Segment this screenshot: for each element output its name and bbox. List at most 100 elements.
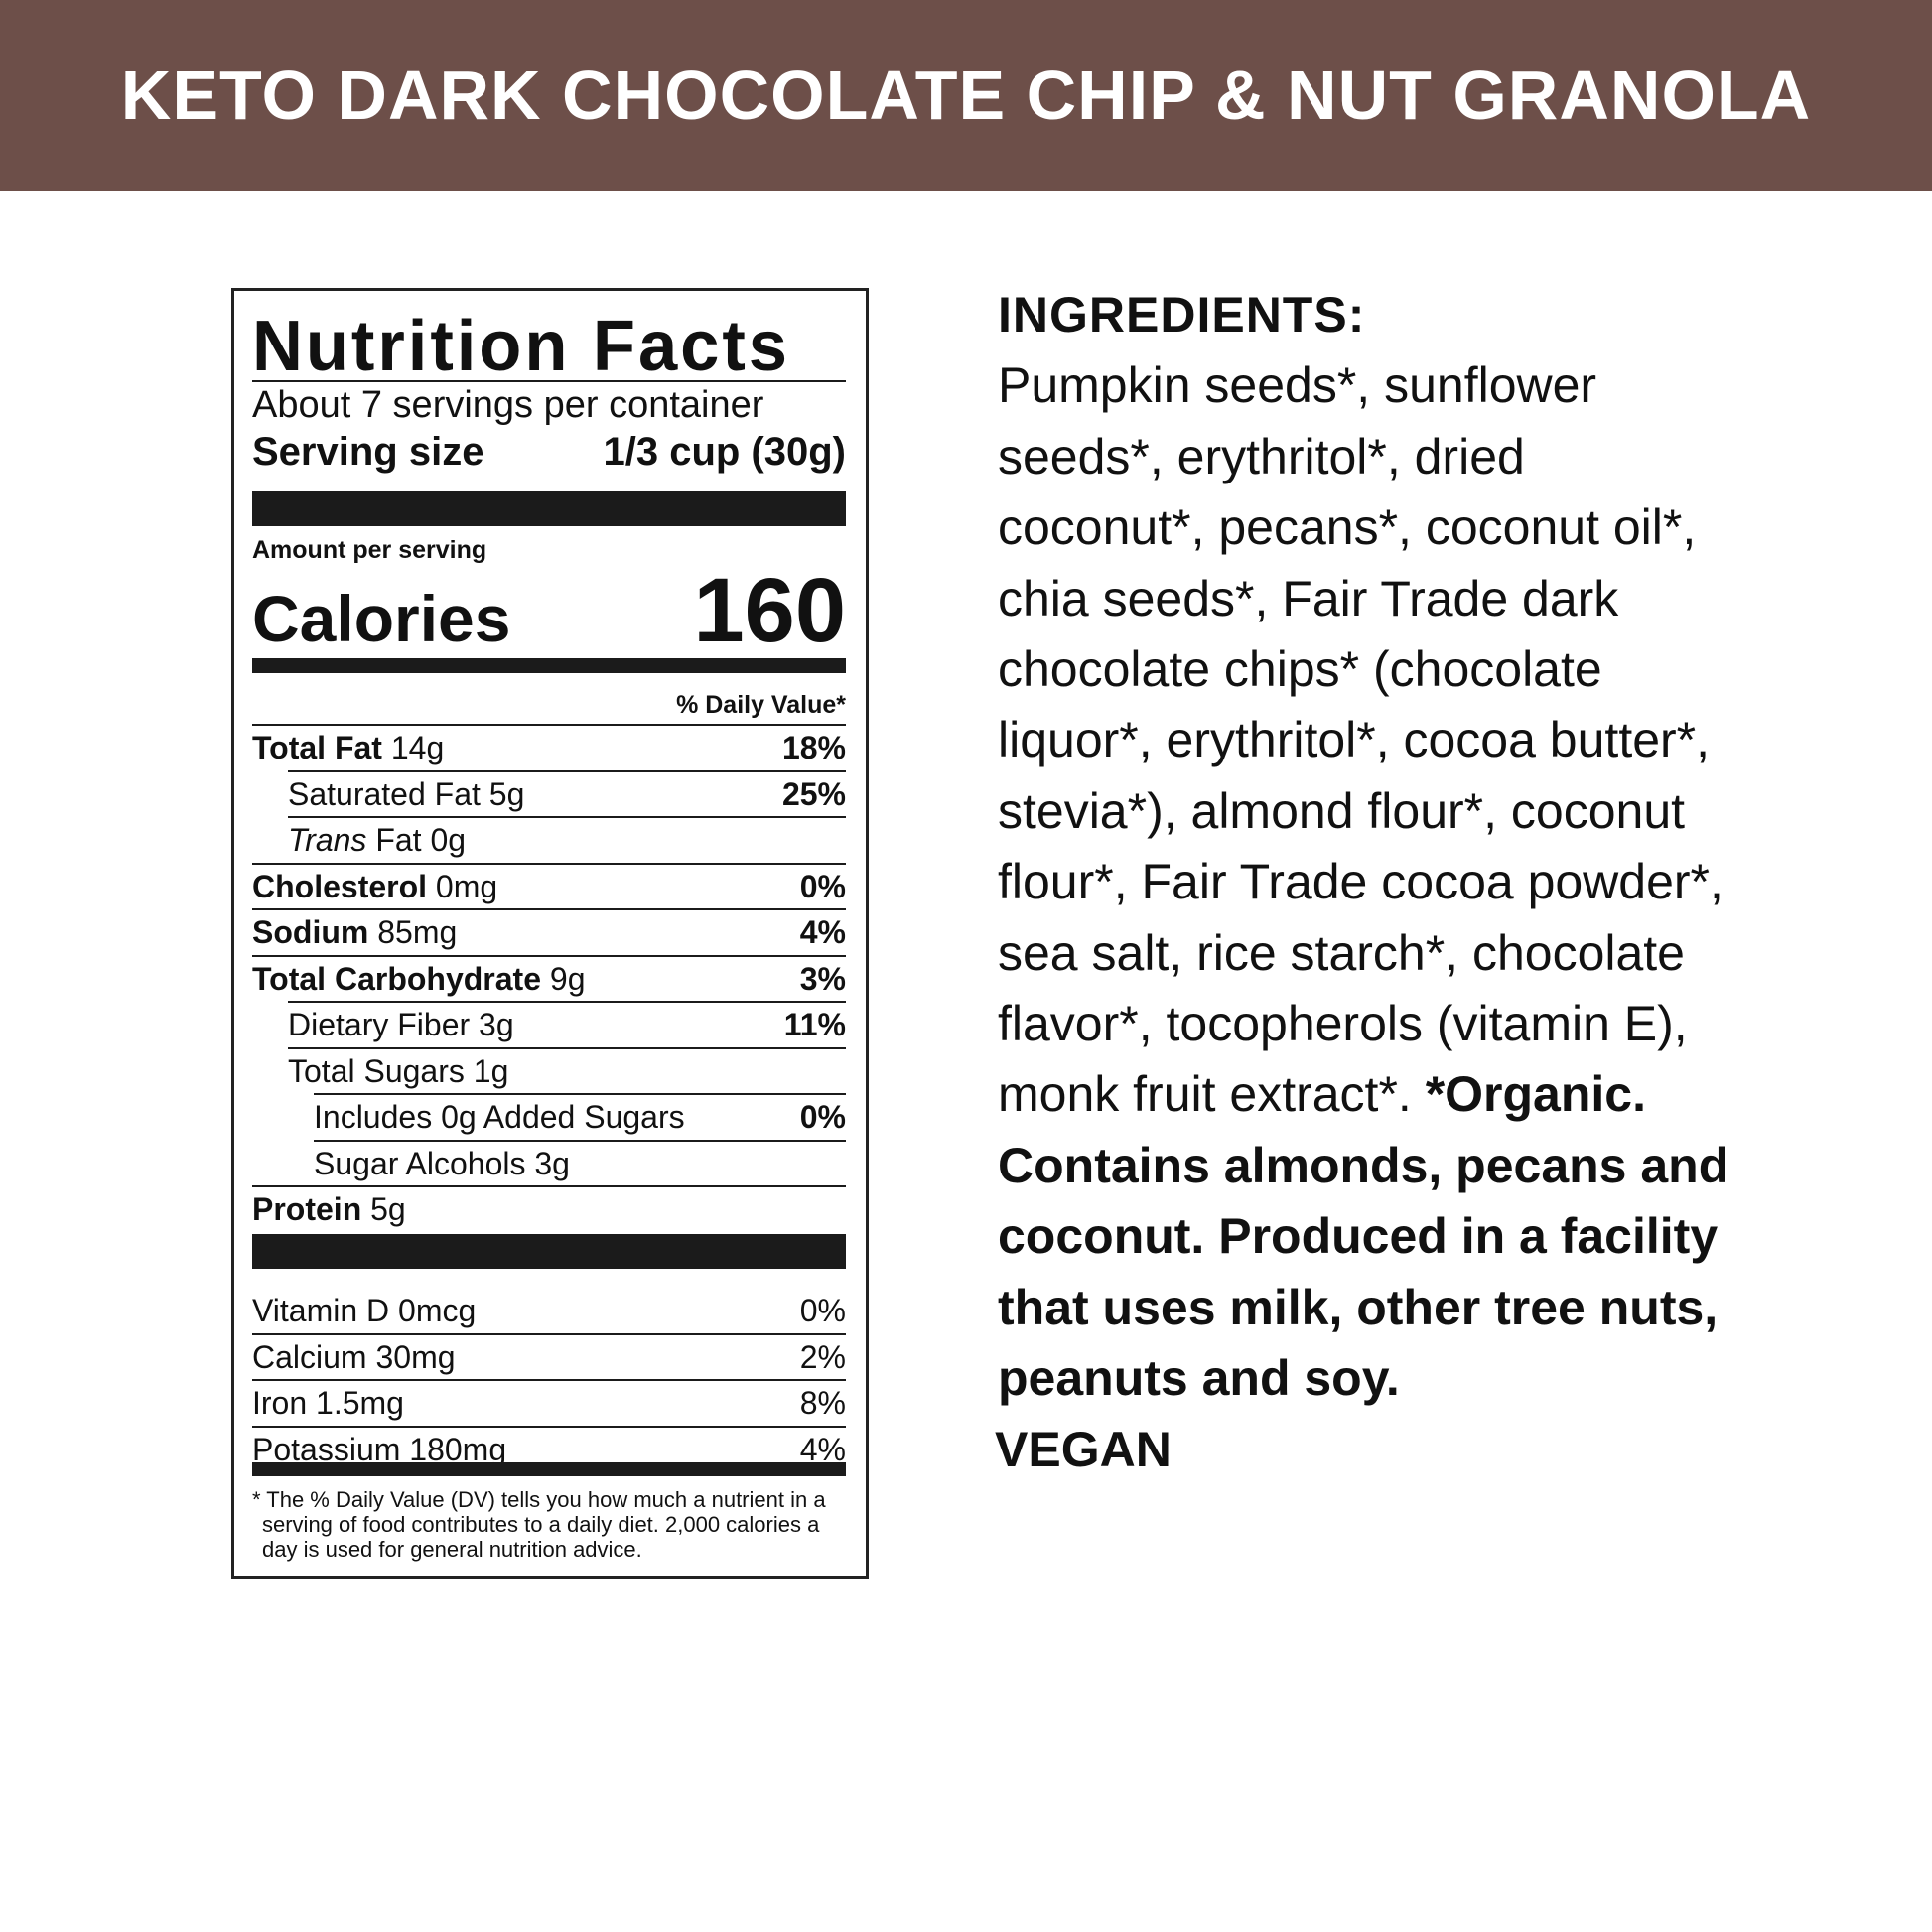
row-divider	[252, 862, 846, 865]
row-divider	[288, 1001, 846, 1003]
ingredients-line: stevia*), almond flour*, coconut	[998, 782, 1686, 839]
nutrient-row: Cholesterol 0mg 0%	[252, 864, 846, 909]
nutrient-amount: 85mg	[377, 914, 458, 950]
nutrient-name: Total Fat	[252, 730, 382, 765]
servings-per-container: About 7 servings per container	[252, 384, 764, 426]
vitamin-row: Calcium 30mg 2%	[252, 1334, 846, 1380]
nutrient-daily-value: 0%	[799, 1099, 846, 1135]
vitamin-amount: 180mg	[409, 1431, 507, 1467]
medium-divider	[252, 1462, 846, 1476]
vitamin-daily-value: 4%	[799, 1431, 846, 1467]
row-divider	[288, 1046, 846, 1049]
row-divider	[252, 1185, 846, 1187]
product-title: KETO DARK CHOCOLATE CHIP & NUT GRANOLA	[120, 57, 1812, 134]
nutrient-name: Dietary Fiber	[288, 1007, 471, 1042]
calories-row: Calories 160	[252, 560, 847, 661]
footnote: * The % Daily Value (DV) tells you how m…	[252, 1487, 826, 1562]
nutrient-name: Sodium	[252, 914, 369, 950]
ingredients-line: flavor*, tocopherols (vitamin E),	[998, 996, 1688, 1052]
row-divider	[288, 769, 846, 772]
nutrient-amount: 3g	[534, 1145, 570, 1181]
ingredients-line: chia seeds*, Fair Trade dark	[998, 570, 1619, 626]
row-divider	[252, 954, 846, 957]
vitamin-row: Iron 1.5mg 8%	[252, 1380, 846, 1426]
vitamin-amount: 1.5mg	[316, 1385, 404, 1421]
vitamin-name: Iron	[252, 1385, 308, 1421]
daily-value-header: % Daily Value*	[676, 691, 846, 719]
nutrient-daily-value: 0%	[799, 868, 846, 904]
nutrient-name: Saturated Fat	[288, 775, 481, 812]
nutrient-row: Dietary Fiber 3g 11%	[288, 1002, 846, 1047]
nutrient-amount: 1g	[473, 1052, 509, 1089]
nutrient-amount: 5g	[370, 1191, 406, 1227]
nutrient-amount: 0mg	[435, 868, 498, 904]
ingredients-line: chocolate chips* (chocolate	[998, 641, 1602, 698]
nutrient-name: Total Carbohydrate	[252, 960, 541, 997]
nutrient-amount: 5g	[488, 775, 525, 812]
allergen-line: coconut. Produced in a facility	[998, 1208, 1719, 1265]
vitamin-amount: 0mcg	[398, 1293, 477, 1328]
nutrient-row: Total Fat 14g 18%	[252, 725, 846, 770]
vegan-label: VEGAN	[995, 1421, 1172, 1477]
calories-value: 160	[693, 560, 847, 661]
nutrient-amount: 9g	[549, 960, 586, 997]
vitamin-daily-value: 2%	[799, 1338, 846, 1375]
ingredients-line: monk fruit extract*. *Organic.	[998, 1059, 1911, 1130]
allergen-line: peanuts and soy.	[998, 1350, 1400, 1407]
nutrient-name: Trans Fat	[288, 822, 422, 858]
nutrient-row: Protein 5g	[252, 1186, 846, 1232]
row-divider	[252, 1332, 846, 1335]
vitamin-row: Potassium 180mg 4%	[252, 1427, 846, 1472]
nutrient-row: Total Carbohydrate 9g 3%	[252, 956, 846, 1002]
vitamin-name: Potassium	[252, 1431, 401, 1467]
nutrient-row: Saturated Fat 5g 25%	[288, 771, 846, 817]
nutrient-amount: 14g	[390, 730, 445, 765]
vitamin-daily-value: 0%	[799, 1293, 846, 1328]
ingredients-line: coconut*, pecans*, coconut oil*,	[998, 499, 1697, 556]
nutrient-name: Includes 0g Added Sugars	[314, 1099, 685, 1135]
thick-divider	[252, 1234, 846, 1269]
row-divider	[252, 908, 846, 910]
ingredients-panel: INGREDIENTS: Pumpkin seeds*, sunflower se…	[995, 280, 1911, 1485]
nutrient-amount: 0g	[430, 822, 467, 858]
thick-divider	[252, 491, 846, 526]
medium-divider	[252, 658, 846, 673]
vitamin-amount: 30mg	[375, 1338, 456, 1375]
nutrition-facts-label: Nutrition Facts About 7 servings per con…	[231, 288, 869, 1579]
row-divider	[314, 1139, 846, 1142]
row-divider	[252, 1425, 846, 1428]
vitamin-name: Calcium	[252, 1338, 367, 1375]
ingredients-text: monk fruit extract*.	[998, 1066, 1426, 1123]
nutrient-row: Total Sugars 1g	[288, 1048, 846, 1094]
nutrient-daily-value: 18%	[781, 730, 846, 765]
nutrient-daily-value: 11%	[783, 1007, 846, 1042]
nutrient-row: Includes 0g Added Sugars 0%	[314, 1094, 846, 1140]
serving-size: Serving size 1/3 cup (30g)	[252, 430, 846, 474]
vitamin-daily-value: 8%	[799, 1385, 846, 1421]
allergen-line: Contains almonds, pecans and	[998, 1137, 1729, 1193]
row-divider	[252, 724, 846, 726]
ingredients-heading: INGREDIENTS:	[998, 287, 1366, 343]
nutrition-facts-title: Nutrition Facts	[252, 307, 790, 386]
allergen-line: that uses milk, other tree nuts,	[998, 1279, 1719, 1335]
header-banner: KETO DARK CHOCOLATE CHIP & NUT GRANOLA	[0, 0, 1932, 191]
organic-note: *Organic.	[1425, 1066, 1646, 1123]
nutrient-name: Cholesterol	[252, 868, 428, 904]
ingredients-line: flour*, Fair Trade cocoa powder*,	[998, 854, 1724, 910]
divider	[252, 380, 846, 382]
nutrient-name: Total Sugars	[288, 1052, 465, 1089]
nutrient-row: Trans Fat 0g	[288, 817, 846, 863]
nutrient-row: Sodium 85mg 4%	[252, 909, 846, 955]
nutrient-name: Sugar Alcohols	[314, 1145, 526, 1181]
ingredients-line: Pumpkin seeds*, sunflower	[998, 357, 1597, 414]
vitamin-row: Vitamin D 0mcg 0%	[252, 1288, 846, 1333]
row-divider	[252, 1379, 846, 1381]
nutrient-amount: 3g	[479, 1007, 514, 1042]
ingredients-line: sea salt, rice starch*, chocolate	[998, 924, 1685, 981]
ingredients-line: liquor*, erythritol*, cocoa butter*,	[998, 712, 1711, 768]
nutrient-daily-value: 3%	[799, 960, 846, 997]
nutrient-daily-value: 4%	[799, 914, 846, 950]
nutrient-name: Protein	[252, 1191, 362, 1227]
vitamin-name: Vitamin D	[252, 1293, 390, 1328]
amount-per-serving: Amount per serving	[252, 536, 487, 564]
